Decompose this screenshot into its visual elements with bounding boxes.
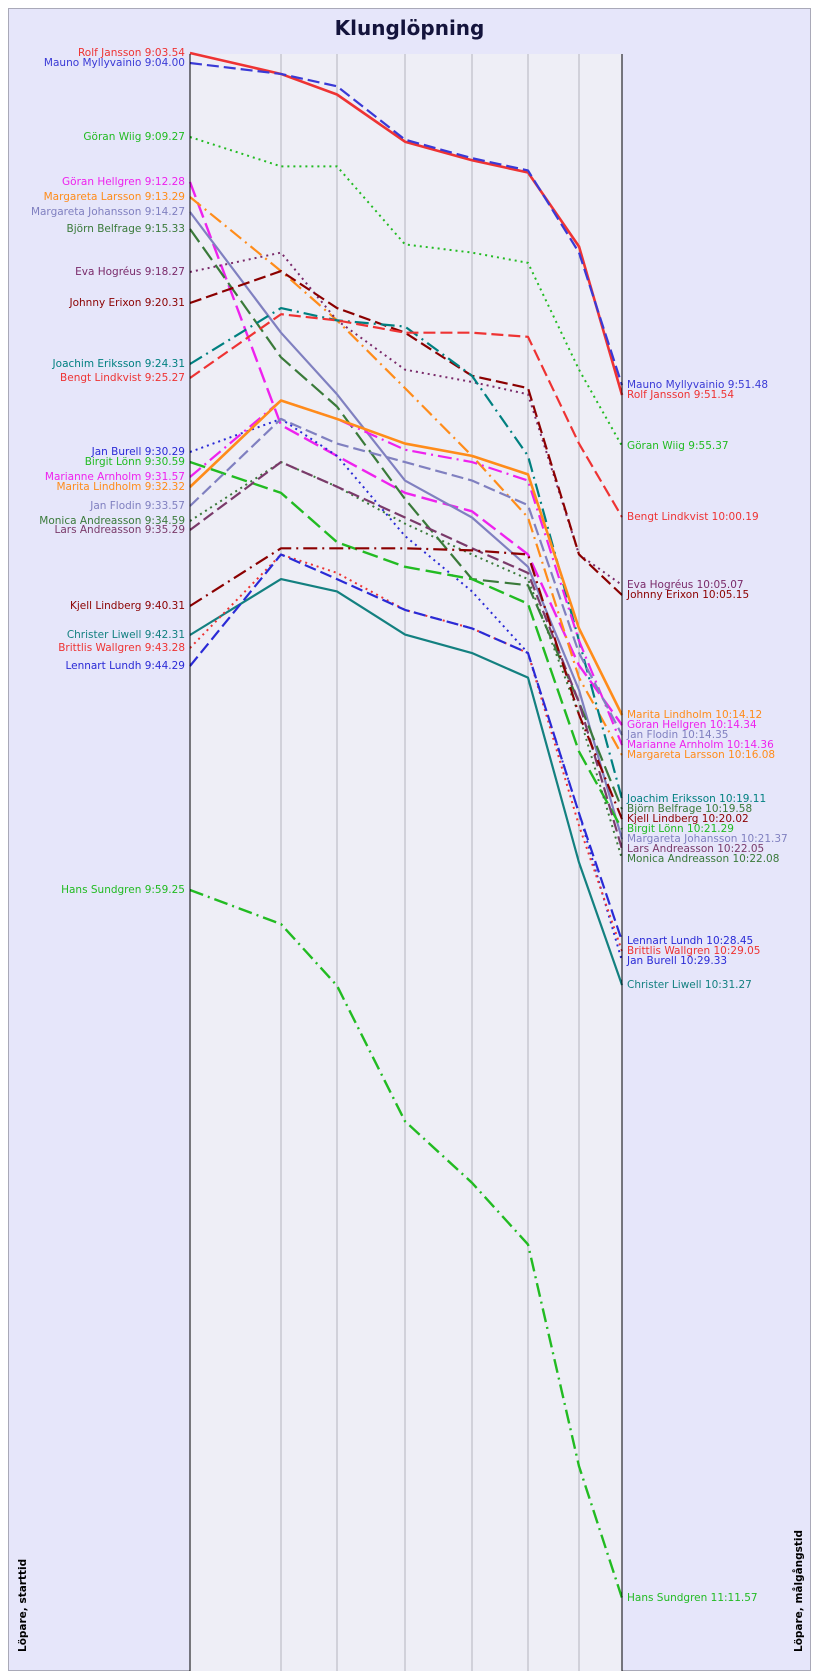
start-label: Eva Hogréus 9:18.27 [75,266,185,278]
runner-line [189,578,624,986]
control-gridlines [280,54,580,1671]
runner-line [189,196,623,756]
start-label: Göran Wiig 9:09.27 [83,131,185,143]
runner-line [189,136,623,447]
runner-line [189,399,624,746]
finish-label: Björn Belfrage 10:19.58 [627,803,752,815]
finish-label: Brittlis Wallgren 10:29.05 [627,945,760,957]
runner-line [189,461,623,860]
plot-area [190,54,622,1671]
start-label: Mauno Myllyvainio 9:04.00 [44,57,185,69]
runner-line [189,306,624,800]
finish-label: Eva Hogréus 10:05.07 [627,579,744,591]
start-label: Johnny Erixon 9:20.31 [69,297,186,309]
finish-label: Marianne Arnholm 10:14.36 [627,739,774,751]
runner-line [189,547,624,820]
runner-line [189,888,624,1599]
chart-title: Klunglöpning [334,16,485,40]
start-label: Bengt Lindkvist 9:25.27 [60,372,185,384]
runner-line [189,460,624,830]
runner-line [189,211,624,840]
finish-label: Lennart Lundh 10:28.45 [627,935,753,947]
runner-line [189,399,624,716]
start-label: Göran Hellgren 9:12.28 [62,176,185,188]
finish-label: Marita Lindholm 10:14.12 [627,709,762,721]
start-label: Monica Andreasson 9:34.59 [39,515,185,527]
finish-label: Göran Wiig 9:55.37 [627,440,729,452]
runner-lines [188,51,624,1599]
start-label: Brittlis Wallgren 9:43.28 [58,642,185,654]
runner-line [189,417,623,962]
start-label: Hans Sundgren 9:59.25 [61,884,185,896]
finish-label: Lars Andreasson 10:22.05 [627,843,764,855]
start-axis-label: Löpare, starttid [17,1559,29,1652]
start-label: Kjell Lindberg 9:40.31 [70,600,185,612]
start-label: Lars Andreasson 9:35.29 [54,524,185,536]
finish-label: Johnny Erixon 10:05.15 [626,589,749,601]
finish-label: Margareta Larsson 10:16.08 [627,749,775,761]
start-label: Björn Belfrage 9:15.33 [67,223,185,235]
start-label: Rolf Jansson 9:03.54 [78,47,185,59]
runner-line [189,61,624,386]
start-label: Jan Burell 9:30.29 [91,446,185,458]
finish-label: Jan Burell 10:29.33 [626,955,727,967]
finish-label: Joachim Eriksson 10:19.11 [626,793,766,805]
start-label: Christer Liwell 9:42.31 [67,629,185,641]
runner-line [189,553,624,942]
finish-label: Jan Flodin 10:14.35 [626,729,728,741]
start-label: Marianne Arnholm 9:31.57 [45,471,185,483]
runner-line [188,181,623,726]
finish-label: Birgit Lönn 10:21.29 [627,823,734,835]
finish-label: Hans Sundgren 11:11.57 [627,1592,758,1604]
finish-label: Rolf Jansson 9:51.54 [627,389,734,401]
finish-label: Monica Andreasson 10:22.08 [627,853,779,865]
finish-label: Christer Liwell 10:31.27 [627,979,752,991]
start-label: Margareta Larsson 9:13.29 [44,191,185,203]
finish-axis-label: Löpare, målgångstid [792,1530,805,1652]
start-label: Margareta Johansson 9:14.27 [31,206,185,218]
start-label: Joachim Eriksson 9:24.31 [52,358,185,370]
start-label: Birgit Lönn 9:30.59 [85,456,185,468]
finish-label: Bengt Lindkvist 10:00.19 [627,511,759,523]
runner-line [189,313,623,518]
runner-line [189,417,623,736]
start-label: Marita Lindholm 9:32.32 [56,481,185,493]
start-label: Lennart Lundh 9:44.29 [65,660,185,672]
start-label: Jan Flodin 9:33.57 [89,500,185,512]
finish-label: Kjell Lindberg 10:20.02 [627,813,749,825]
runner-line [189,269,623,596]
finish-label: Mauno Myllyvainio 9:51.48 [627,379,768,391]
runner-line [189,51,624,396]
runner-line [189,460,624,850]
finish-label: Göran Hellgren 10:14.34 [627,719,757,731]
finish-label: Margareta Johansson 10:21.37 [627,833,788,845]
